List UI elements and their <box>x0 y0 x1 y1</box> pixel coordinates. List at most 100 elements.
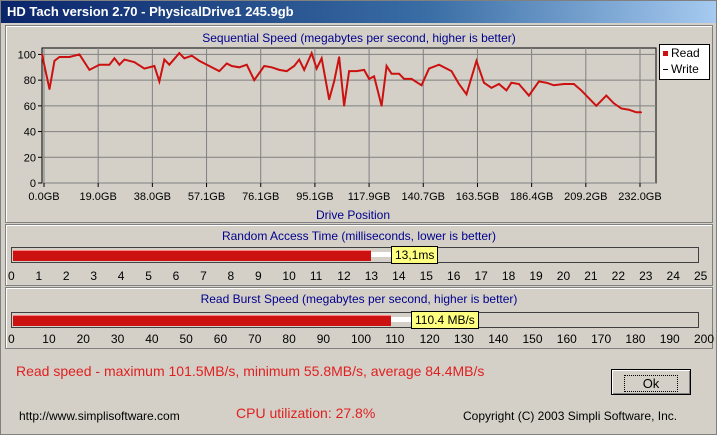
read-data-point <box>613 102 615 105</box>
scale-tick-label: 8 <box>227 269 235 283</box>
read-data-point <box>343 105 345 107</box>
read-data-point <box>410 78 413 80</box>
read-data-point <box>303 69 305 71</box>
read-data-point <box>78 53 81 56</box>
read-data-point <box>475 60 478 62</box>
title-bar[interactable]: HD Tach version 2.70 - PhysicalDrive1 24… <box>1 1 716 23</box>
read-data-point <box>640 111 643 114</box>
read-data-point <box>490 87 493 89</box>
scale-tick-label: 40 <box>145 332 159 346</box>
x-tick-label: 140.7GB <box>402 191 445 203</box>
random-access-bar-tail <box>371 252 393 257</box>
ok-button[interactable]: Ok <box>611 369 691 395</box>
read-data-point <box>465 93 468 96</box>
read-data-point <box>528 94 530 97</box>
read-data-point <box>143 67 146 70</box>
scale-tick-label: 16 <box>447 269 461 283</box>
read-data-point <box>98 63 101 66</box>
ok-button-label: Ok <box>623 375 679 392</box>
read-data-point <box>238 66 241 69</box>
read-data-point <box>580 89 583 92</box>
scale-tick-label: 18 <box>501 269 516 283</box>
write-swatch-icon <box>663 69 668 71</box>
burst-speed-value-badge: 110.4 MB/s <box>411 311 479 329</box>
burst-speed-track <box>11 312 699 328</box>
scale-tick-label: 160 <box>556 332 577 346</box>
read-data-point <box>545 81 548 84</box>
read-data-point <box>133 61 136 63</box>
scale-tick-label: 60 <box>213 332 228 346</box>
sequential-speed-panel: Sequential Speed (megabytes per second, … <box>5 25 713 223</box>
scale-tick-label: 15 <box>419 269 433 283</box>
scale-tick-label: 24 <box>666 269 680 283</box>
scale-tick-label: 7 <box>200 269 207 283</box>
read-data-point <box>635 111 638 114</box>
read-data-point <box>510 81 513 84</box>
read-data-point <box>328 98 330 101</box>
read-data-point <box>385 65 388 67</box>
scale-tick-label: 10 <box>42 332 56 346</box>
scale-tick-label: 19 <box>529 269 543 283</box>
read-data-point <box>320 57 323 60</box>
read-data-point <box>68 56 71 58</box>
read-data-point <box>333 80 335 83</box>
read-data-point <box>553 84 555 87</box>
read-data-point <box>373 75 375 78</box>
scale-tick-label: 3 <box>90 269 97 283</box>
read-data-point <box>368 78 370 80</box>
x-tick-label: 95.1GB <box>296 191 333 203</box>
scale-tick-label: 4 <box>117 269 125 283</box>
read-data-point <box>573 83 575 85</box>
scale-tick-label: 25 <box>694 269 708 283</box>
read-swatch-icon <box>663 51 668 57</box>
scale-tick-label: 22 <box>611 269 626 283</box>
read-data-point <box>315 67 318 70</box>
scale-tick-label: 110 <box>385 332 405 346</box>
read-data-point <box>355 70 358 72</box>
sequential-speed-title: Sequential Speed (megabytes per second, … <box>202 31 516 45</box>
window-title: HD Tach version 2.70 - PhysicalDrive1 24… <box>7 4 294 19</box>
read-data-point <box>153 65 156 67</box>
x-axis-label: Drive Position <box>315 208 391 222</box>
read-data-point <box>253 79 256 81</box>
scale-tick-label: 180 <box>625 332 646 346</box>
scale-tick-label: 130 <box>453 332 474 346</box>
read-data-point <box>285 70 288 72</box>
read-data-point <box>620 107 623 110</box>
read-data-point <box>58 56 61 58</box>
read-data-point <box>438 63 440 66</box>
read-data-point <box>263 65 266 67</box>
scale-tick-label: 70 <box>248 332 262 346</box>
read-data-point <box>270 66 273 69</box>
y-tick-label: 60 <box>24 101 36 113</box>
x-tick-label: 76.1GB <box>242 191 279 203</box>
copyright-text: Copyright (C) 2003 Simpli Software, Inc. <box>463 409 678 423</box>
scale-tick-label: 170 <box>591 332 612 346</box>
x-tick-label: 186.4GB <box>510 191 553 203</box>
read-data-point <box>627 108 630 111</box>
random-access-bar <box>13 250 371 261</box>
cpu-utilization: CPU utilization: 27.8% <box>236 405 376 421</box>
sequential-speed-chart: 0 20 40 60 80 100 0.0GB 19.0GB 38.0GB 57.1GB 76.1G… <box>18 47 662 203</box>
scale-tick-label: 140 <box>488 332 509 346</box>
scale-tick-label: 100 <box>351 332 372 346</box>
read-data-point <box>163 58 166 61</box>
read-data-point <box>403 78 405 80</box>
scale-tick-label: 21 <box>584 269 598 283</box>
read-data-point <box>230 65 233 67</box>
read-data-point <box>158 80 161 83</box>
scale-tick-label: 50 <box>179 332 193 346</box>
scale-tick-label: 90 <box>316 332 331 346</box>
read-data-point <box>108 63 111 66</box>
read-data-point <box>588 97 590 99</box>
burst-speed-bar <box>13 315 391 326</box>
legend-write-label: Write <box>671 62 699 76</box>
legend-write: Write <box>663 62 699 76</box>
scale-tick-label: 150 <box>522 332 543 346</box>
x-tick-label: 38.0GB <box>134 191 171 203</box>
read-data-point <box>390 72 393 75</box>
read-data-point <box>191 54 193 57</box>
read-data-point <box>605 94 608 97</box>
read-data-point <box>380 105 383 107</box>
